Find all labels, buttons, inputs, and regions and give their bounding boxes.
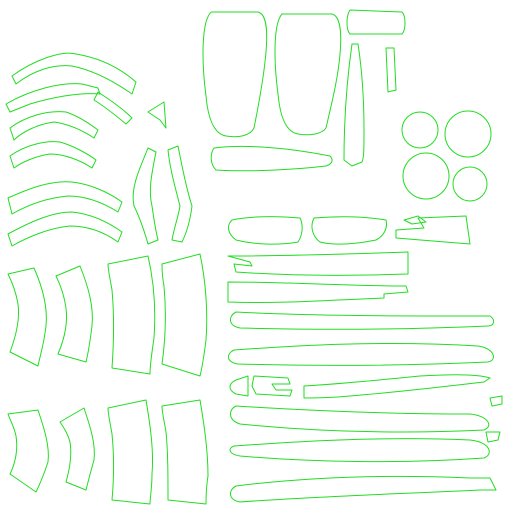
- uv-island: [7, 211, 123, 247]
- uv-island: [7, 267, 47, 367]
- uv-island: [227, 251, 409, 276]
- uv-island: [251, 375, 293, 397]
- uv-island: [167, 145, 193, 243]
- uv-island: [311, 216, 387, 245]
- uv-island: [401, 111, 439, 149]
- uv-island: [147, 101, 167, 129]
- uv-island: [228, 342, 494, 366]
- uv-island: [107, 255, 156, 375]
- uv-island: [385, 47, 397, 93]
- uv-island: [229, 438, 490, 463]
- uv-island: [5, 83, 101, 113]
- circle-group: [401, 110, 492, 202]
- uv-island: [485, 431, 501, 443]
- uv-island: [274, 13, 342, 136]
- panel-row-1: [7, 253, 208, 377]
- uv-island: [230, 405, 490, 433]
- uv-island: [93, 91, 133, 125]
- long-strip-group: [227, 251, 503, 503]
- uv-island: [161, 399, 209, 505]
- uv-island: [452, 166, 488, 202]
- uv-island: [107, 399, 154, 505]
- uv-island: [202, 11, 268, 138]
- uv-island: [210, 145, 333, 172]
- uv-island: [229, 375, 249, 397]
- uv-island: [228, 216, 303, 245]
- uv-island: [161, 253, 208, 377]
- uv-island: [7, 409, 49, 493]
- uv-island: [395, 215, 471, 245]
- top-panel-group: [202, 9, 406, 172]
- uv-island: [402, 152, 450, 200]
- uv-island: [7, 181, 123, 215]
- panel-row-2: [7, 399, 209, 505]
- uv-island: [227, 281, 409, 304]
- uv-island: [343, 43, 365, 167]
- uv-island: [11, 52, 137, 95]
- uv-island: [303, 374, 491, 399]
- uv-island: [444, 110, 492, 158]
- uv-island: [489, 395, 503, 407]
- uv-island: [59, 407, 95, 491]
- uv-island: [9, 141, 97, 169]
- vertical-strip-group: [132, 145, 193, 245]
- uv-island: [9, 111, 99, 141]
- uv-island: [346, 9, 406, 35]
- curved-strip-group: [5, 52, 137, 247]
- uv-island: [403, 215, 427, 225]
- mid-row-group: [228, 215, 471, 245]
- uv-island: [132, 147, 159, 245]
- uv-island: [55, 265, 93, 363]
- uv-island: [230, 311, 495, 330]
- uv-island: [230, 475, 497, 503]
